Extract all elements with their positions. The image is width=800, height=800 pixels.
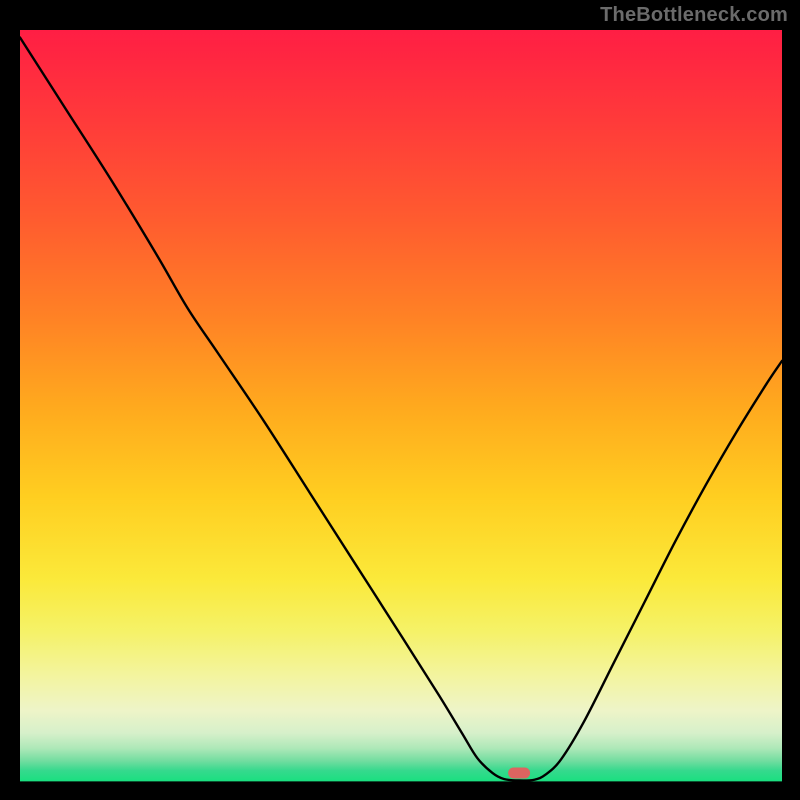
watermark-text: TheBottleneck.com (600, 4, 788, 27)
plot-gradient-background (20, 30, 782, 782)
bottleneck-chart: TheBottleneck.com (0, 0, 800, 800)
chart-svg (0, 0, 800, 800)
optimal-point-marker (508, 767, 530, 778)
